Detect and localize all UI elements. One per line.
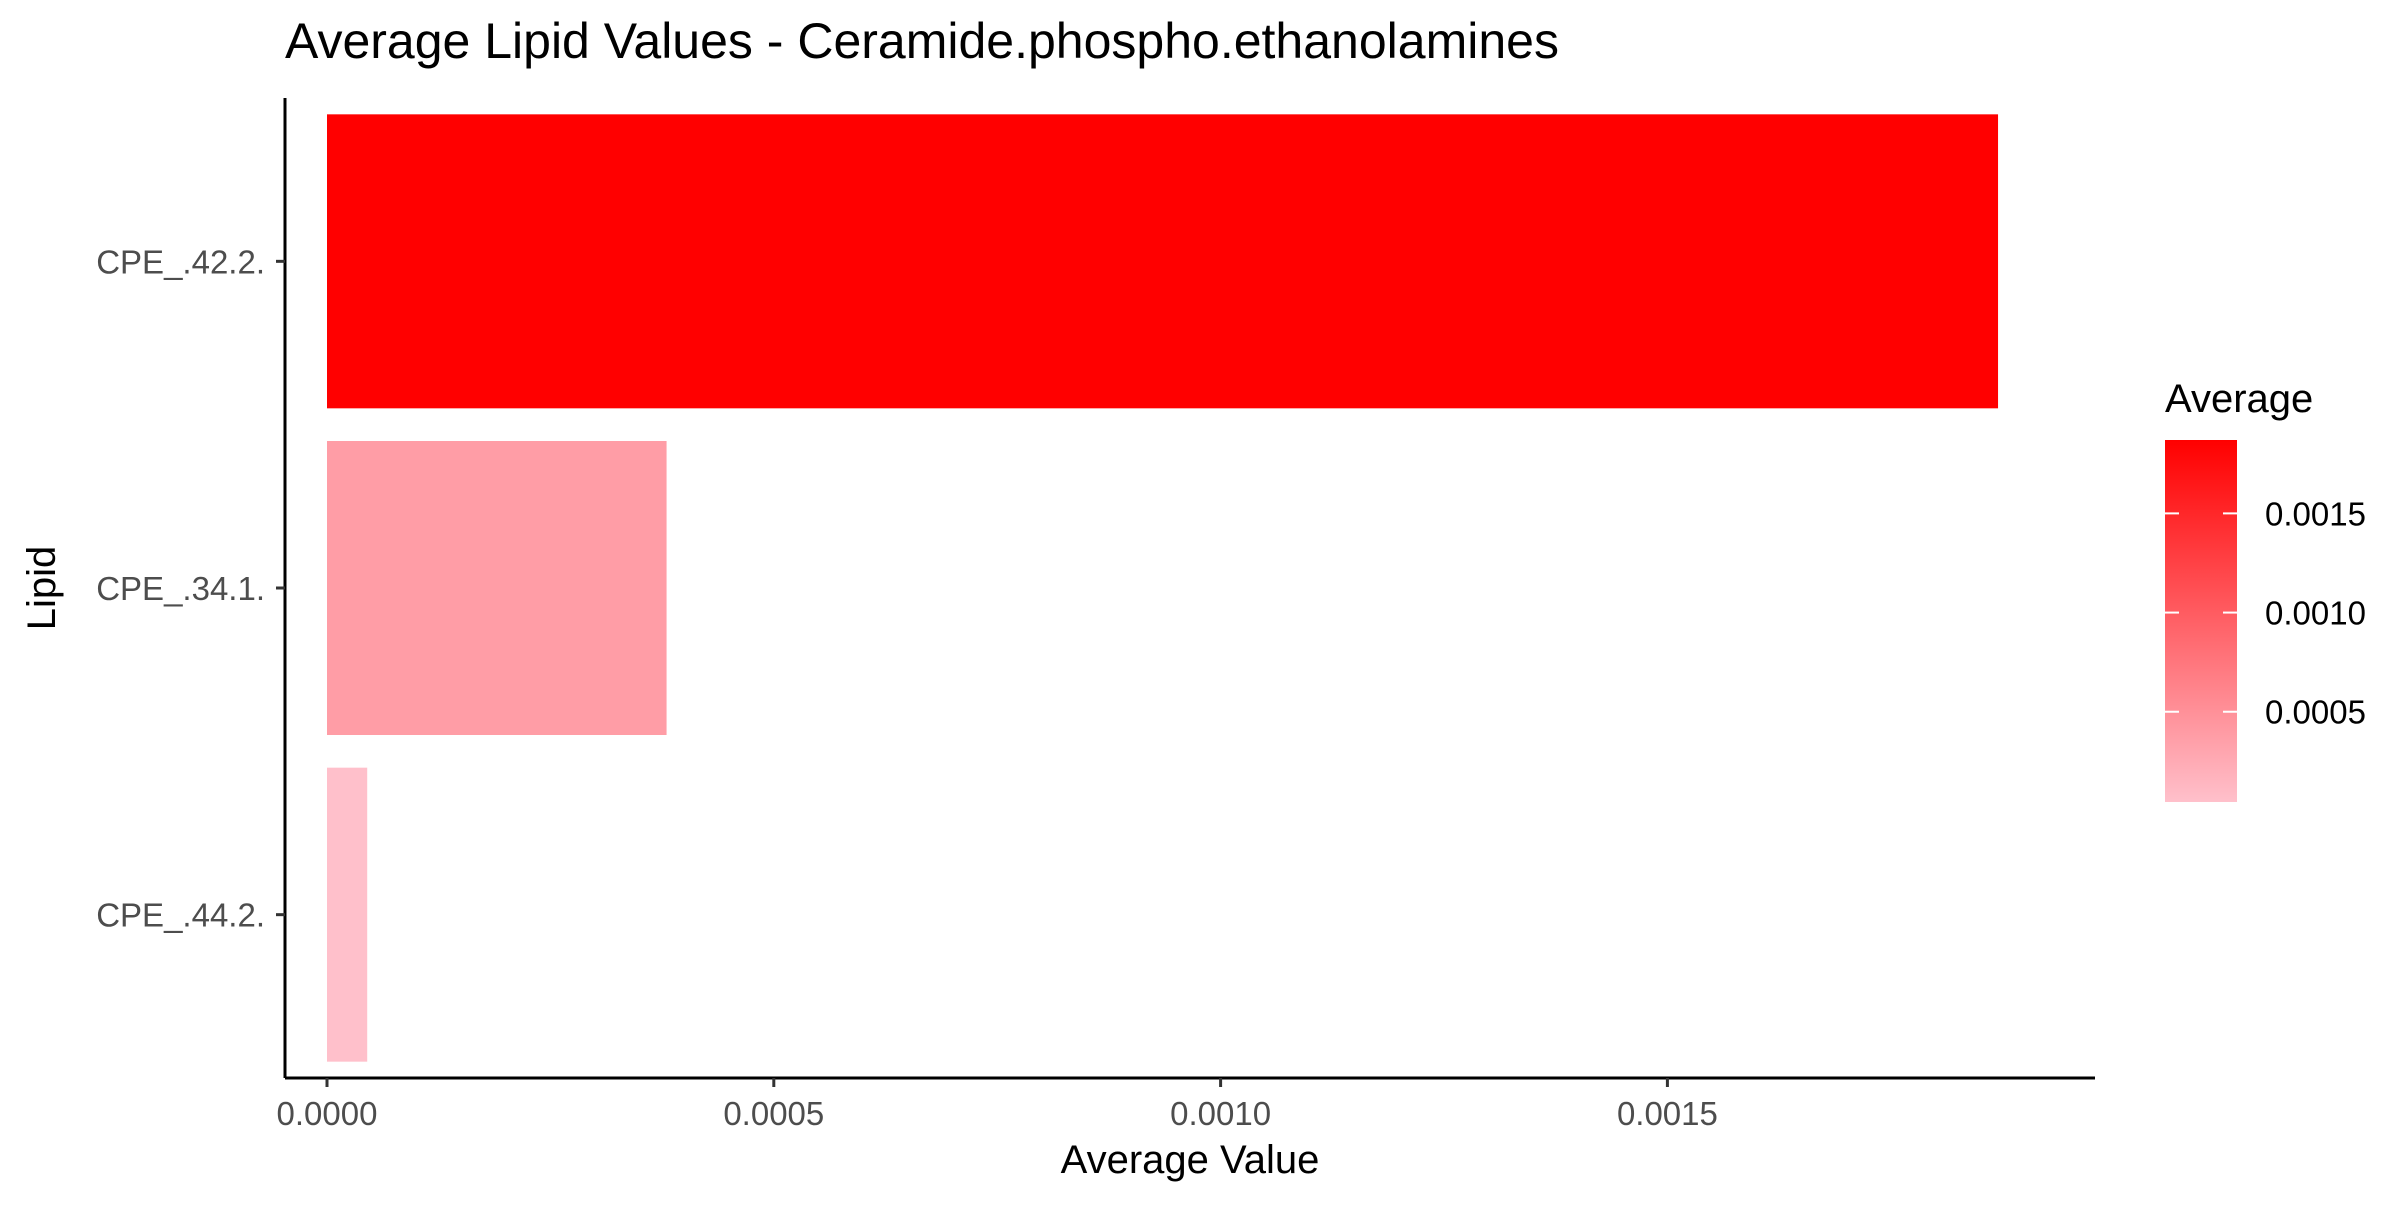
x-axis-ticks: 0.0000 0.0005 0.0010 0.0015: [277, 1078, 1718, 1132]
bar-CPE_.44.2.: [326, 767, 368, 1062]
y-tick-label: CPE_.42.2.: [96, 243, 265, 280]
bars-layer: [326, 114, 1999, 1062]
legend: Average 0.0005 0.0010 0.0015: [2165, 377, 2366, 802]
x-tick-label: 0.0000: [277, 1095, 378, 1132]
x-tick-label: 0.0005: [723, 1095, 824, 1132]
chart-title: Average Lipid Values - Ceramide.phospho.…: [285, 13, 1559, 69]
x-axis-title: Average Value: [1061, 1138, 1320, 1182]
x-tick-label: 0.0010: [1170, 1095, 1271, 1132]
legend-tick-label: 0.0015: [2265, 495, 2366, 532]
legend-ticks: 0.0005 0.0010 0.0015: [2165, 495, 2366, 731]
x-tick-label: 0.0015: [1617, 1095, 1718, 1132]
y-tick-label: CPE_.34.1.: [96, 570, 265, 607]
bar-CPE_.42.2.: [326, 114, 1999, 409]
legend-title: Average: [2165, 377, 2313, 421]
y-axis-title: Lipid: [20, 546, 64, 631]
legend-tick-label: 0.0010: [2265, 595, 2366, 632]
y-tick-label: CPE_.44.2.: [96, 897, 265, 934]
legend-colorbar: [2165, 440, 2237, 802]
legend-tick-label: 0.0005: [2265, 694, 2366, 731]
y-axis-ticks: CPE_.44.2. CPE_.34.1. CPE_.42.2.: [96, 243, 285, 934]
bar-CPE_.34.1.: [326, 441, 667, 735]
